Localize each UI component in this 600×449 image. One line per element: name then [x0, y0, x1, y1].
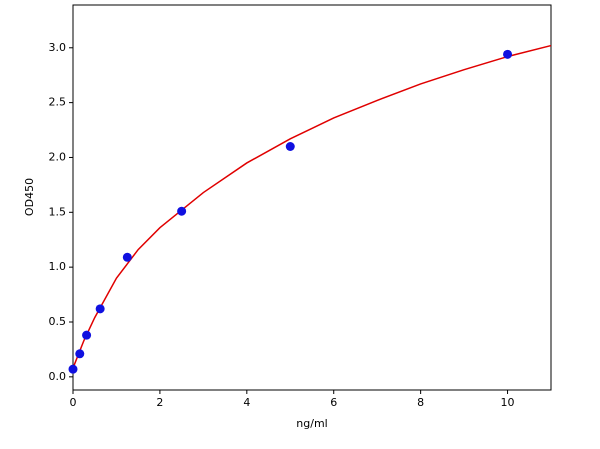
y-tick-label: 2.0: [49, 150, 67, 163]
x-tick-label: 8: [417, 396, 424, 409]
data-point: [75, 349, 85, 359]
y-tick-label: 0.5: [49, 315, 67, 328]
x-tick-label: 0: [70, 396, 77, 409]
data-point: [82, 330, 92, 340]
data-point: [285, 141, 295, 151]
plot-frame: [72, 4, 552, 391]
y-tick-label: 1.5: [49, 205, 67, 218]
y-tick-label: 0.0: [49, 370, 67, 383]
data-point: [503, 49, 513, 59]
y-tick-label: 2.5: [49, 96, 67, 109]
data-point: [122, 252, 132, 262]
y-tick-label: 3.0: [49, 41, 67, 54]
x-axis-label: ng/ml: [296, 417, 327, 430]
y-axis-label: OD450: [23, 178, 36, 216]
x-tick-label: 4: [243, 396, 250, 409]
x-tick-label: 10: [501, 396, 515, 409]
fit-curve: [72, 44, 552, 369]
data-point: [68, 364, 78, 374]
x-tick-label: 2: [156, 396, 163, 409]
x-tick-label: 6: [330, 396, 337, 409]
data-point: [95, 304, 105, 314]
data-point: [177, 206, 187, 216]
y-tick-label: 1.0: [49, 260, 67, 273]
